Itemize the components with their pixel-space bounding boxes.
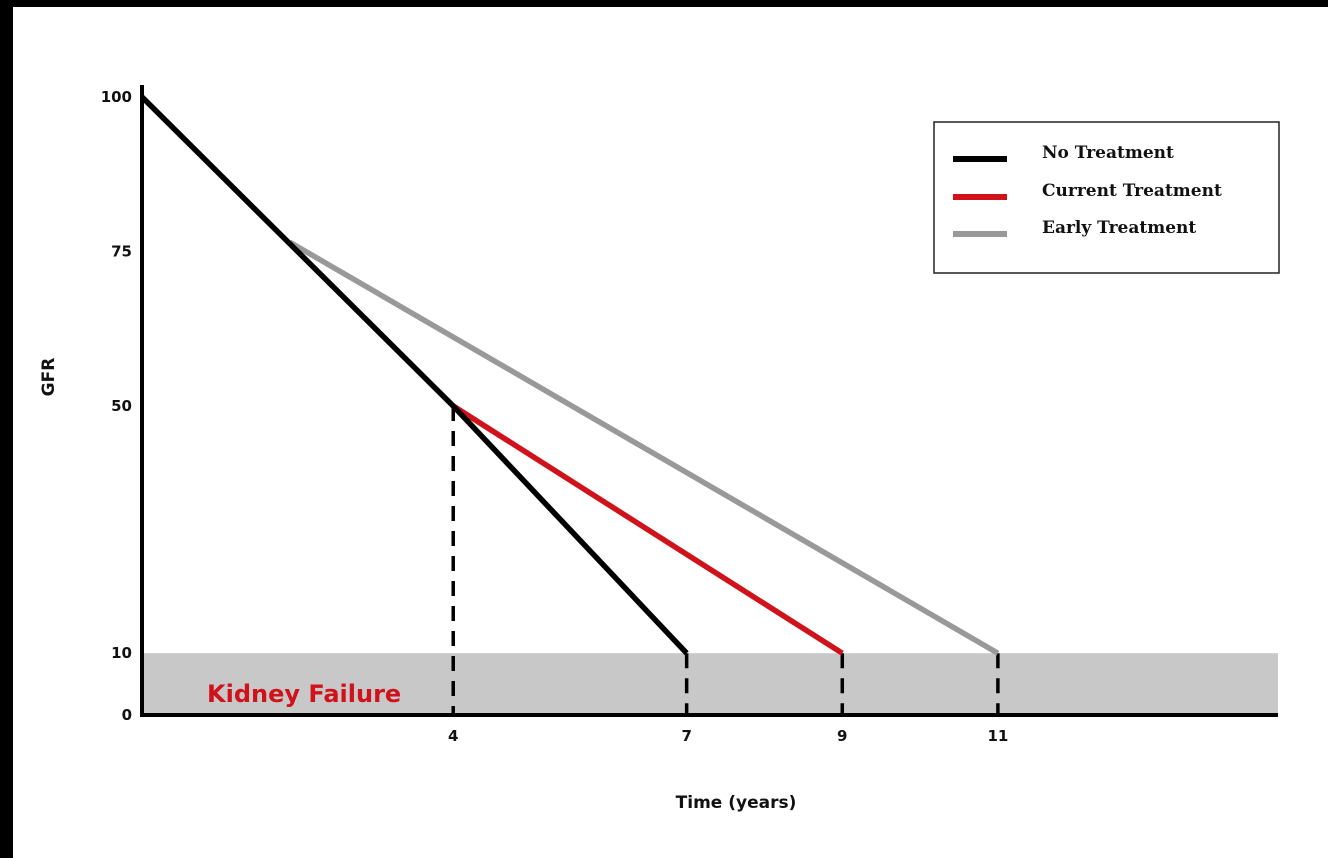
series-line-no-treatment (142, 97, 687, 653)
x-tick-label: 11 (987, 727, 1008, 745)
y-tick-label: 100 (101, 88, 132, 106)
y-tick-label: 0 (122, 706, 132, 724)
y-tick-label: 75 (111, 243, 132, 261)
legend: No Treatment Current Treatment Early Treat… (934, 122, 1279, 273)
series-line-early-treatment (290, 242, 998, 653)
legend-label-early-treatment: Early Treatment (1042, 218, 1196, 238)
legend-label-no-treatment: No Treatment (1042, 143, 1174, 163)
x-tick-label: 4 (448, 727, 458, 745)
legend-label-current-treatment: Current Treatment (1042, 181, 1222, 201)
y-axis-title: GFR (39, 358, 59, 397)
kidney-failure-label: Kidney Failure (207, 680, 401, 708)
x-tick-label: 9 (837, 727, 847, 745)
gfr-decline-chart: Kidney Failure 0 10 50 75 100 4 7 9 11 GFR Time … (13, 7, 1328, 858)
y-tick-label: 10 (111, 644, 132, 662)
y-tick-label: 50 (111, 397, 132, 415)
x-axis-title: Time (years) (676, 793, 797, 813)
chart-frame: Kidney Failure 0 10 50 75 100 4 7 9 11 GFR Time … (13, 7, 1328, 858)
x-tick-label: 7 (681, 727, 691, 745)
